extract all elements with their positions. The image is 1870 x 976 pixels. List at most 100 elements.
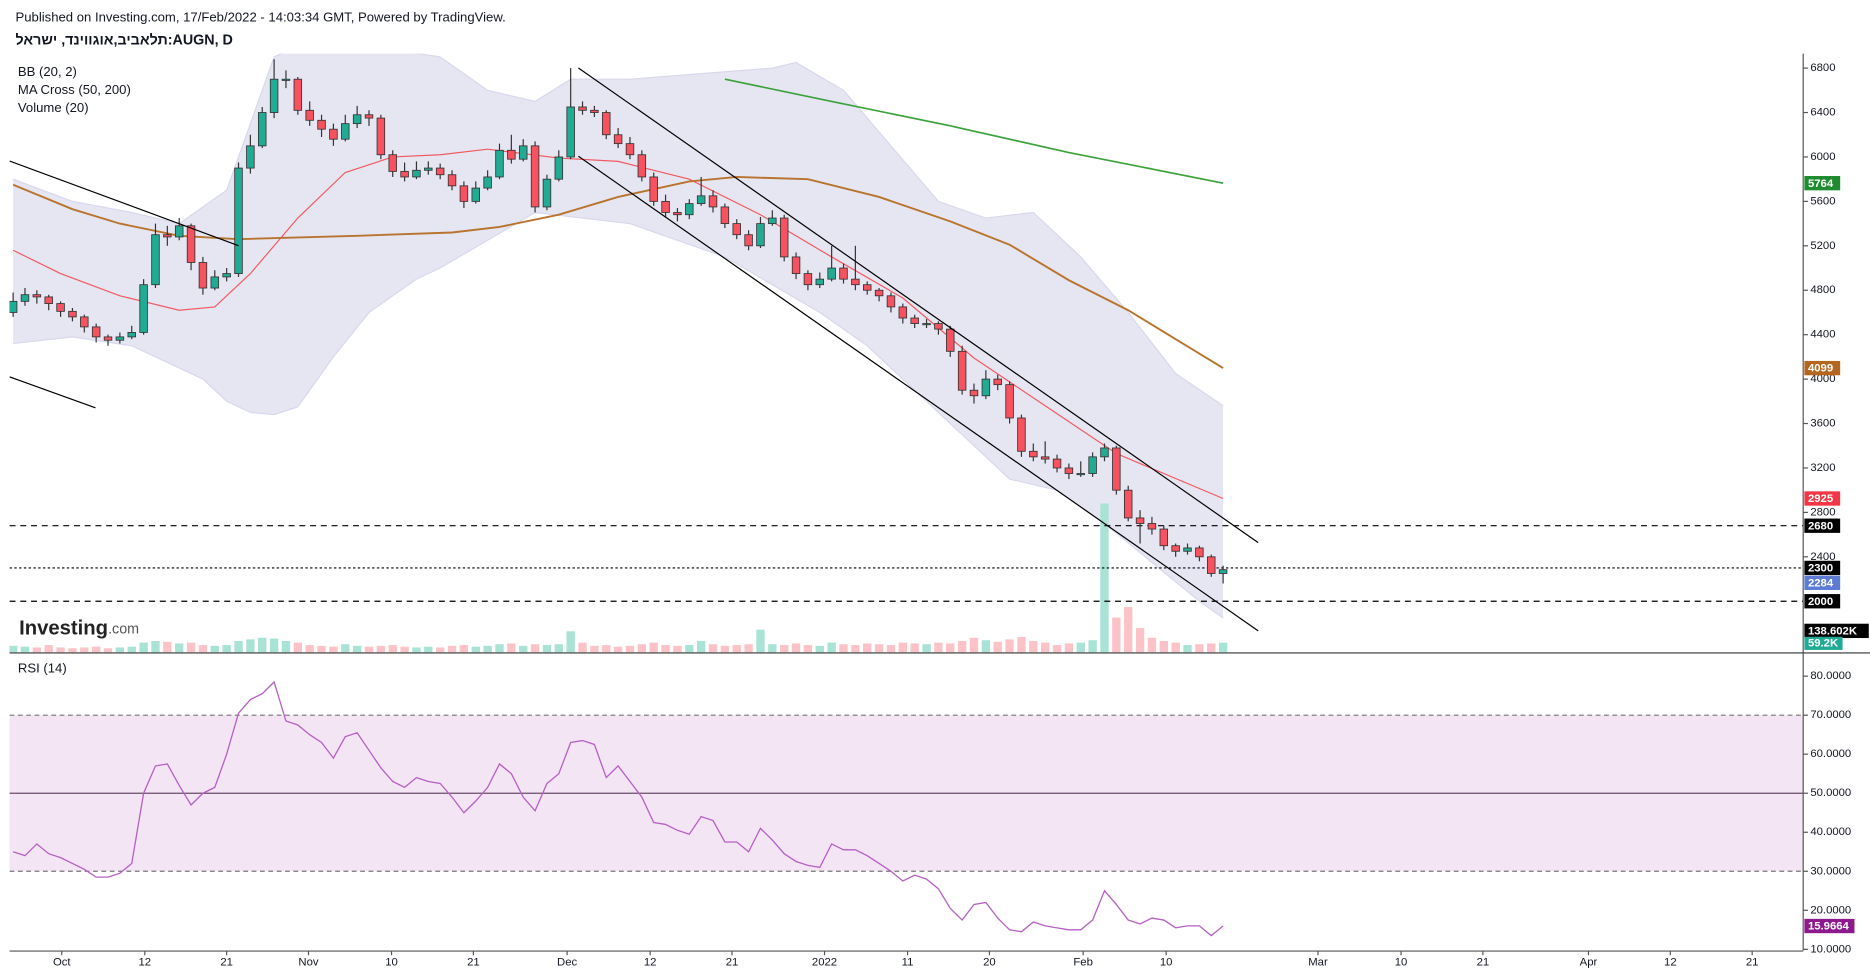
volume-bar: [969, 637, 979, 653]
volume-bar: [957, 641, 967, 653]
candle-body: [198, 262, 208, 289]
volume-bar: [780, 645, 789, 653]
rsi-tick-label: 40.0000: [1810, 826, 1851, 838]
volume-bar: [246, 639, 255, 653]
candle-body: [779, 217, 789, 258]
volume-bar: [495, 644, 504, 653]
volume-bar: [946, 643, 955, 653]
volume-bar: [696, 641, 706, 653]
bb-upper-line: [12, 53, 1224, 407]
value-box: [1804, 491, 1841, 506]
volume-bar: [175, 643, 184, 653]
candle-body: [9, 300, 18, 313]
value-box: [1804, 623, 1869, 639]
volume-bar: [447, 645, 457, 653]
candle-body: [993, 378, 1002, 386]
rsi-tick-label: 70.0000: [1810, 709, 1851, 721]
candle-body: [851, 278, 860, 286]
candle-body: [957, 350, 967, 391]
volume-bar: [1064, 643, 1074, 653]
candle-body: [934, 323, 943, 330]
rsi-panel: [9, 680, 1804, 937]
volume-bar: [424, 646, 433, 653]
rsi-tick-label: 10.0000: [1810, 943, 1851, 955]
value-box: [1804, 636, 1843, 650]
logo-suffix: .com: [108, 621, 139, 637]
candle-body: [708, 195, 718, 208]
candle-body: [566, 106, 575, 158]
value-box: [1804, 176, 1841, 191]
x-tick-label: 21: [467, 956, 480, 968]
y-tick-label: 6800: [1810, 62, 1835, 74]
volume-bar: [44, 645, 53, 653]
x-tick-label: Apr: [1580, 956, 1598, 968]
logo: Investing.com: [19, 618, 139, 640]
candle-body: [139, 284, 148, 333]
volume-bar: [234, 641, 243, 653]
volume-bar: [732, 645, 741, 653]
candle-body: [376, 117, 386, 156]
candle-body: [459, 185, 469, 202]
x-tick-label: Oct: [53, 956, 71, 968]
volume-bar: [127, 646, 136, 653]
volume-bar: [578, 642, 587, 653]
y-tick-label: 2800: [1810, 506, 1835, 518]
volume-bar: [934, 642, 943, 653]
candle-body: [839, 267, 848, 280]
y-tick-label: 5200: [1810, 240, 1835, 252]
volume-bar: [210, 645, 219, 653]
volume-bar: [993, 641, 1002, 653]
x-tick-label: Feb: [1073, 956, 1093, 968]
volume-bar: [471, 646, 480, 653]
y-tick-label: 3200: [1810, 462, 1835, 474]
volume-bar: [9, 645, 18, 653]
candle-body: [269, 78, 279, 113]
volume-bar: [815, 645, 824, 653]
candle-body: [424, 167, 433, 171]
candle-body: [281, 78, 291, 81]
volume-bar: [32, 647, 42, 653]
volume-bar: [1100, 503, 1109, 653]
volume-bar: [151, 641, 160, 653]
volume-bar: [685, 645, 694, 653]
value-box: [1804, 594, 1841, 609]
y-tick-label: 2400: [1810, 551, 1835, 563]
candle-body: [163, 234, 172, 238]
candle-body: [20, 294, 30, 302]
candle-body: [151, 234, 160, 286]
candle-body: [756, 223, 765, 247]
candle-body: [1159, 528, 1169, 547]
candle-body: [1112, 447, 1121, 491]
candle-body: [435, 167, 445, 176]
value-box: [1804, 518, 1841, 533]
volume-bar: [68, 648, 77, 653]
volume-bar: [898, 642, 907, 653]
candle-body: [174, 225, 184, 238]
volume-bar: [1029, 641, 1038, 653]
volume-bar: [791, 643, 801, 653]
volume-bar: [1183, 645, 1192, 653]
volume-bar: [637, 644, 647, 653]
candle-body: [578, 106, 587, 111]
candle-body: [103, 336, 113, 341]
candle-body: [400, 170, 409, 178]
candle-body: [293, 78, 303, 111]
x-tick-label: 21: [1477, 956, 1490, 968]
x-tick-label: Mar: [1308, 956, 1328, 968]
value-box-label: 4099: [1808, 363, 1833, 375]
x-tick-label: 12: [1664, 956, 1677, 968]
x-tick-label: Nov: [298, 956, 318, 968]
value-box: [1804, 575, 1841, 590]
volume-bar: [649, 642, 658, 653]
candle-body: [1076, 473, 1085, 476]
indicator-label: Volume (20): [18, 100, 89, 115]
volume-bar: [436, 647, 445, 653]
value-box-label: 2300: [1808, 563, 1833, 575]
rsi-title: RSI (14): [18, 661, 67, 676]
rsi-last-label: 15.9664: [1808, 921, 1850, 933]
candle-body: [352, 114, 362, 125]
volume-bar: [863, 643, 872, 653]
candle-body: [862, 284, 872, 291]
value-box: [1804, 918, 1855, 934]
candle-body: [673, 212, 682, 216]
